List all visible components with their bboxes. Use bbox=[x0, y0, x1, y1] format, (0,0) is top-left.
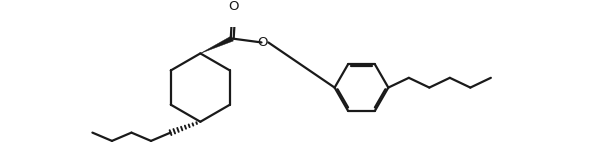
Polygon shape bbox=[200, 36, 234, 53]
Text: O: O bbox=[257, 36, 268, 49]
Text: O: O bbox=[228, 0, 239, 13]
